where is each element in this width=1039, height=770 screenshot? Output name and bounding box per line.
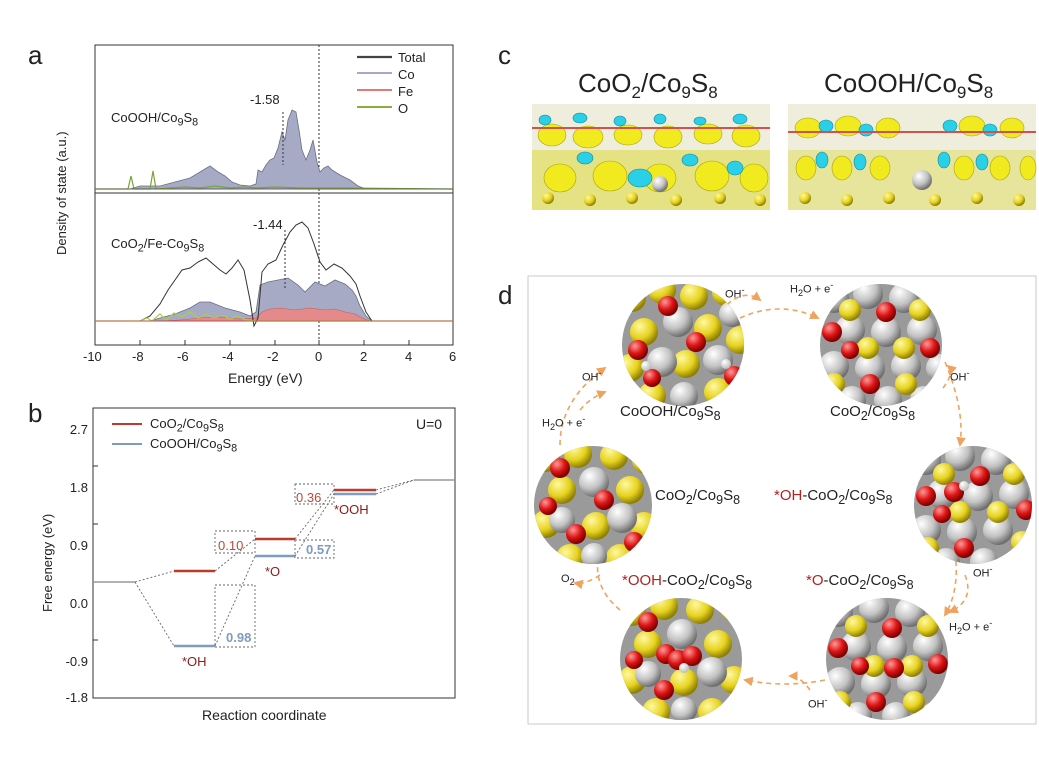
state-oh: *OH — [182, 654, 207, 669]
barrier-red-oh-o: 0.10 — [218, 538, 244, 553]
charge-density-left — [532, 112, 770, 210]
ytick-label: 0.0 — [69, 596, 88, 611]
reagent-o2: O2 — [561, 573, 575, 588]
dos-top-o-line — [95, 170, 454, 190]
dos-top-co-area — [95, 109, 453, 190]
xtick-label: 2 — [360, 349, 368, 364]
label-o-coo2: *O-CoO2/Co9S8 — [806, 572, 914, 592]
panel-c — [532, 104, 1037, 210]
molecule-ooh-coo2 — [620, 598, 742, 720]
charge-right-title: CoOOH/Co9S8 — [824, 68, 994, 103]
cycle-frame — [527, 275, 1037, 725]
barrier-blue-oh-o: 0.98 — [226, 630, 252, 645]
ytick-label: 1.8 — [69, 480, 88, 495]
reagent-oh-right: OH- — [950, 368, 970, 384]
panel-b — [92, 407, 456, 699]
label-cooh: CoOOH/Co9S8 — [620, 403, 721, 423]
dband-top-value: -1.58 — [250, 92, 280, 107]
xtick-label: 4 — [405, 349, 413, 364]
energy-connectors — [134, 479, 415, 648]
atoms — [620, 598, 742, 720]
dos-bottom-co-area — [95, 277, 453, 322]
xtick-label: -6 — [177, 349, 189, 364]
energy-yticks — [93, 407, 98, 699]
barrier-red-o-ooh: 0.36 — [296, 490, 322, 505]
dos-bottom-total-line — [95, 221, 453, 328]
label-ooh-coo2: *OOH-CoO2/Co9S8 — [622, 572, 753, 592]
dos-bottom-label: CoO2/Fe-Co9S8 — [111, 236, 205, 255]
xtick-label: -8 — [132, 349, 144, 364]
label-coo2-left: CoO2/Co9S8 — [655, 487, 741, 507]
xtick-label: -2 — [267, 349, 279, 364]
molecule-o-coo2 — [826, 598, 948, 720]
panel-a-letter: a — [28, 40, 43, 70]
ytick-label: 0.9 — [69, 538, 88, 553]
ytick-label: 2.7 — [69, 422, 88, 437]
panel-b-letter: b — [28, 398, 43, 428]
xtick-label: -4 — [222, 349, 234, 364]
state-o: *O — [265, 564, 281, 579]
reagent-oh-top: OH- — [725, 285, 745, 301]
energy-frame — [92, 407, 456, 699]
reagent-oh-bottom: OH- — [808, 695, 828, 711]
legend-total: Total — [398, 50, 426, 65]
dos-xticks — [94, 340, 454, 345]
molecule-coo2-left — [534, 446, 652, 564]
reagent-oh-left: OH- — [582, 368, 602, 384]
molecule-coo2-top — [820, 284, 942, 406]
energy-ylabel: Free energy (eV) — [40, 513, 55, 612]
reagent-h2o-right: H2O + e- — [949, 618, 993, 636]
panel-d-letter: d — [498, 280, 513, 310]
label-coo2-top: CoO2/Co9S8 — [830, 403, 916, 423]
panel-c-letter: c — [498, 40, 511, 70]
energy-xlabel: Reaction coordinate — [202, 707, 327, 723]
reagent-h2o-top: H2O + e- — [790, 280, 834, 298]
dos-frame — [94, 44, 454, 346]
dos-top-label: CoOOH/Co9S8 — [111, 110, 199, 129]
panel-a — [94, 44, 454, 346]
energy-ytick-labels: 2.7 1.8 0.9 0.0 -0.9 — [58, 401, 88, 691]
reagent-h2o-left: H2O + e- — [542, 414, 586, 432]
atoms — [622, 284, 744, 406]
ytick-label: -0.9 — [65, 654, 88, 669]
legend-o: O — [398, 101, 409, 116]
dos-bottom-fe-area — [95, 307, 453, 322]
atoms — [534, 446, 652, 564]
dband-bottom-value: -1.44 — [253, 217, 283, 232]
energy-legend-red: CoO2/Co9S8 — [150, 416, 224, 435]
ytick-label: -1.8 — [65, 690, 88, 705]
molecule-oh-coo2 — [914, 446, 1032, 564]
label-oh-coo2: *OH-CoO2/Co9S8 — [774, 487, 893, 507]
atoms — [820, 284, 942, 406]
charge-left-title: CoO2/Co9S8 — [578, 68, 718, 103]
panel-d — [527, 275, 1037, 725]
atoms — [914, 446, 1032, 564]
barrier-blue-o: 0.57 — [306, 542, 332, 557]
charge-density-right — [788, 115, 1037, 210]
energy-legend-blue: CoOOH/Co9S8 — [150, 436, 238, 455]
energy-condition: U=0 — [416, 416, 443, 432]
state-ooh: *OOH — [334, 502, 369, 517]
dos-ylabel: Density of state (a.u.) — [54, 131, 69, 255]
reagent-oh-mid-right: OH- — [973, 564, 993, 580]
xtick-label: 0 — [315, 349, 323, 364]
legend-co: Co — [398, 67, 415, 82]
xtick-label: 6 — [449, 349, 457, 364]
dos-bottom-o-line — [95, 311, 453, 322]
molecule-cooh — [622, 284, 744, 406]
cycle-arrows — [559, 291, 969, 691]
dos-xlabel: Energy (eV) — [228, 370, 303, 386]
xtick-label: -10 — [83, 349, 102, 364]
dos-legend: Total Co Fe O — [398, 49, 425, 117]
atoms — [826, 598, 948, 720]
legend-fe: Fe — [398, 84, 414, 99]
